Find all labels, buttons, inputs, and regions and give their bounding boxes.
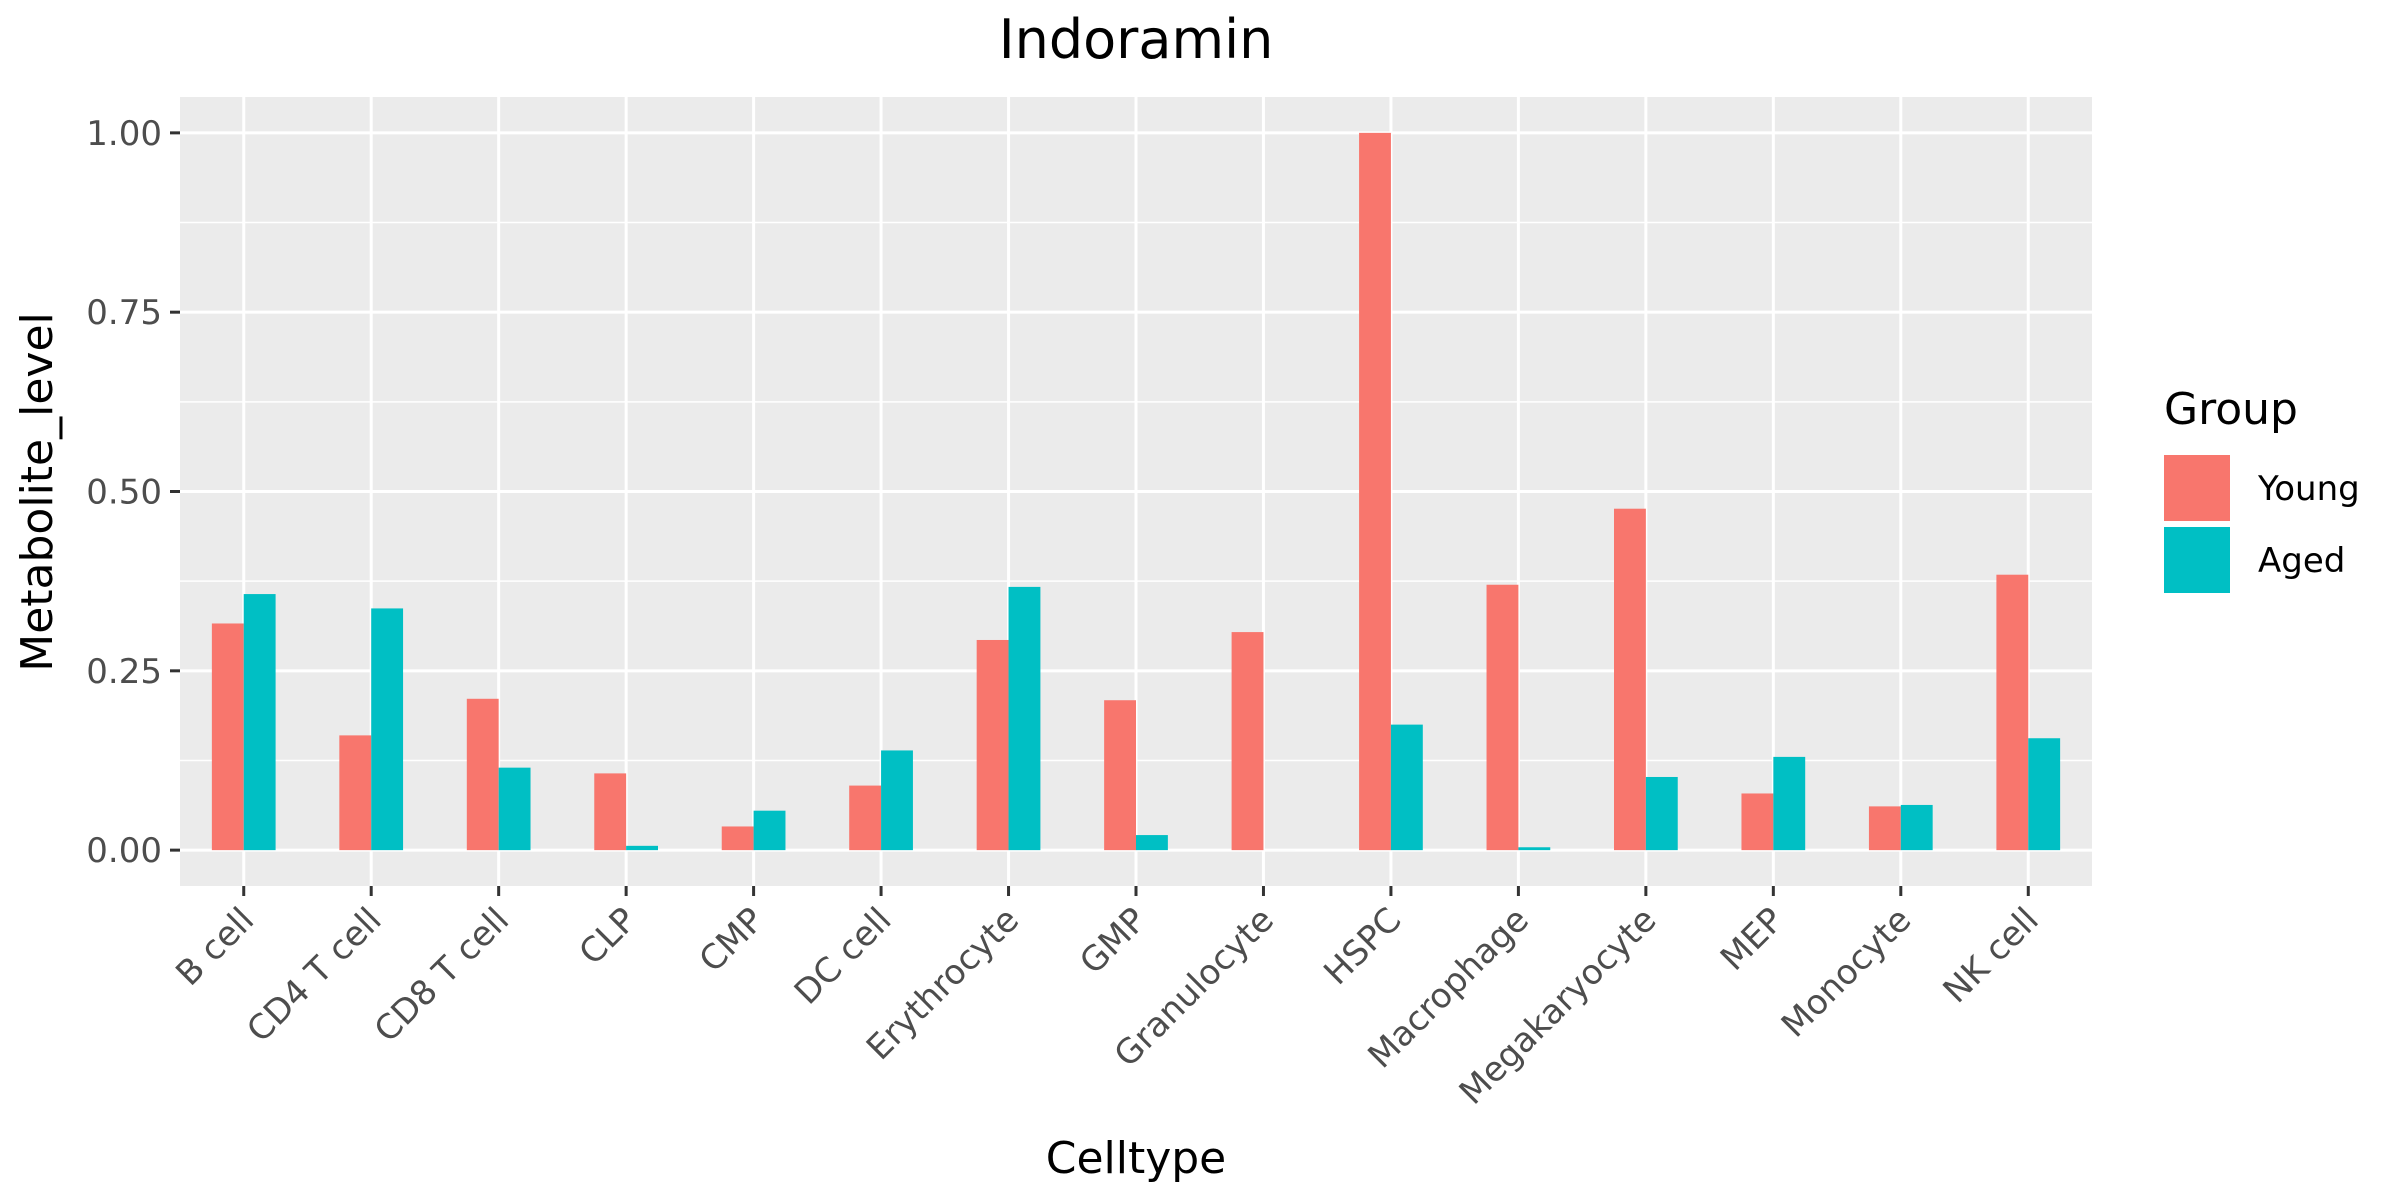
bar-aged-nk-cell xyxy=(2028,738,2061,851)
bar-aged-clp xyxy=(626,845,658,851)
x-tick-label: B cell xyxy=(168,900,262,994)
bar-aged-megakaryocyte xyxy=(1645,776,1678,851)
bar-aged-monocyte xyxy=(1900,804,1933,851)
y-tick-label: 1.00 xyxy=(86,114,162,154)
bar-aged-b-cell xyxy=(243,594,276,851)
x-tick-label: MEP xyxy=(1713,900,1792,979)
bar-aged-dc-cell xyxy=(881,750,913,851)
bar-aged-erythrocyte xyxy=(1008,586,1041,851)
legend-key-young xyxy=(2164,455,2230,521)
y-tick-label: 0.00 xyxy=(86,831,162,871)
y-tick-label: 0.25 xyxy=(86,652,162,692)
legend-key-aged xyxy=(2164,527,2230,593)
bar-young-erythrocyte xyxy=(976,639,1009,851)
bar-young-b-cell xyxy=(211,623,244,851)
legend-label-aged: Aged xyxy=(2258,541,2345,581)
x-tick-label: Monocyte xyxy=(1774,900,1919,1045)
bar-aged-hspc xyxy=(1390,724,1423,851)
chart-title: Indoramin xyxy=(999,8,1274,71)
bar-young-megakaryocyte xyxy=(1614,508,1646,851)
y-axis-title: Metabolite_level xyxy=(12,312,63,672)
x-tick-label: HSPC xyxy=(1316,900,1409,993)
y-tick-label: 0.50 xyxy=(86,473,162,513)
x-tick-label: CLP xyxy=(572,900,645,973)
legend-label-young: Young xyxy=(2257,469,2360,509)
bar-young-dc-cell xyxy=(849,785,882,851)
bar-young-hspc xyxy=(1359,132,1391,851)
bar-young-cd8-t-cell xyxy=(466,698,499,851)
bar-aged-cmp xyxy=(753,810,786,851)
bar-aged-macrophage xyxy=(1518,847,1551,851)
bar-young-mep xyxy=(1741,793,1774,851)
x-axis-title: Celltype xyxy=(1046,1133,1227,1184)
bar-aged-cd4-t-cell xyxy=(371,608,404,851)
x-tick-label: CD8 T cell xyxy=(367,900,517,1050)
x-tick-label: GMP xyxy=(1072,900,1154,982)
bar-aged-mep xyxy=(1773,756,1806,851)
bar-young-cd4-t-cell xyxy=(339,735,372,851)
bar-aged-gmp xyxy=(1136,835,1168,851)
bar-young-granulocyte xyxy=(1231,632,1264,851)
x-tick-label: CMP xyxy=(692,900,772,980)
bar-young-cmp xyxy=(721,826,754,851)
bar-young-clp xyxy=(594,773,627,851)
x-tick-label: NK cell xyxy=(1936,900,2047,1011)
bar-young-gmp xyxy=(1104,700,1136,851)
y-tick-label: 0.75 xyxy=(86,293,162,333)
bar-young-nk-cell xyxy=(1996,574,2029,851)
x-tick-label: CD4 T cell xyxy=(239,900,389,1050)
bar-aged-cd8-t-cell xyxy=(498,767,531,851)
x-tick-label: DC cell xyxy=(787,900,900,1013)
bar-young-monocyte xyxy=(1868,806,1901,851)
legend-title: Group xyxy=(2164,384,2298,435)
bar-young-macrophage xyxy=(1486,584,1519,851)
